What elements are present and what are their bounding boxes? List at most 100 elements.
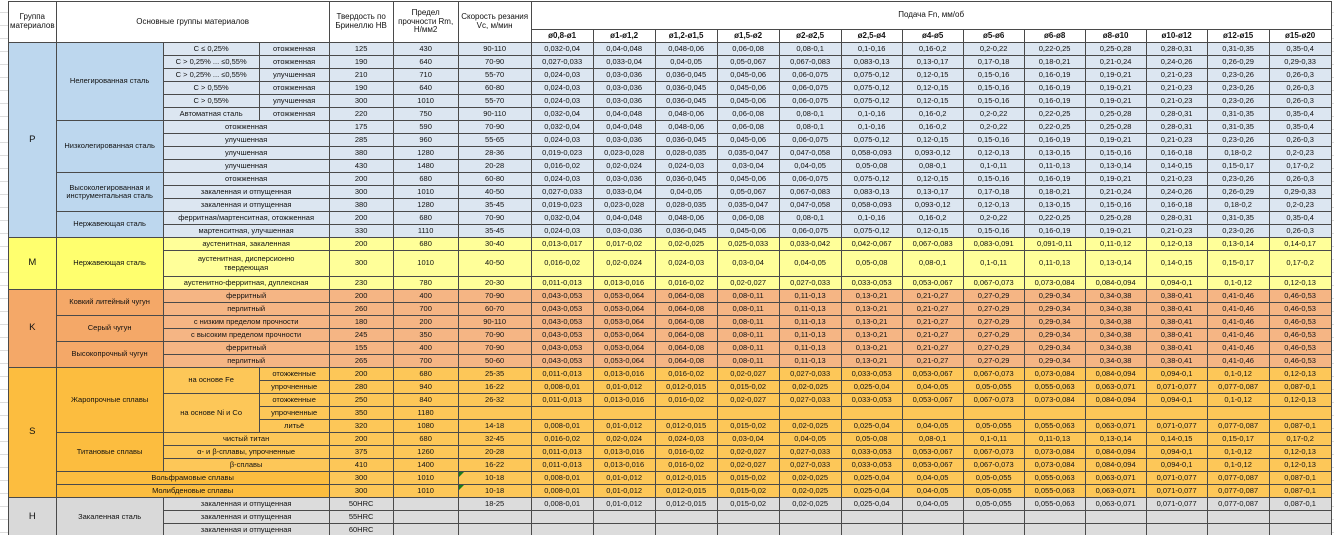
feed-cell[interactable]: 0,03-0,04	[716, 432, 780, 446]
feed-cell[interactable]	[901, 406, 964, 420]
feed-cell[interactable]	[530, 523, 594, 535]
feed-cell[interactable]: 0,1-0,16	[840, 211, 903, 225]
feed-cell[interactable]: 0,048-0,06	[654, 107, 718, 121]
material-state-cell[interactable]: ферритный	[162, 289, 330, 303]
material-state-cell[interactable]: отожженные	[258, 393, 330, 407]
feed-cell[interactable]: 0,1-0,11	[962, 159, 1025, 173]
feed-cell[interactable]: 0,067-0,083	[901, 237, 964, 251]
feed-cell[interactable]	[592, 406, 656, 420]
feed-cell[interactable]: 0,04-0,05	[901, 484, 964, 498]
material-subtype-cell[interactable]: на основе Ni и Co	[162, 393, 260, 433]
feed-cell[interactable]: 0,064-0,08	[654, 328, 718, 342]
feed-cell[interactable]: 0,04-0,048	[592, 107, 656, 121]
feed-cell[interactable]: 0,05-0,055	[962, 497, 1025, 511]
vc-cell[interactable]: 70-90	[457, 289, 532, 303]
feed-cell[interactable]: 0,29-0,34	[1023, 328, 1086, 342]
feed-cell[interactable]	[1145, 510, 1208, 524]
feed-cell[interactable]: 0,46-0,53	[1268, 289, 1332, 303]
feed-cell[interactable]: 0,012-0,015	[654, 471, 718, 485]
feed-cell[interactable]: 0,1-0,16	[840, 107, 903, 121]
material-subtype-cell[interactable]: C > 0,55%	[162, 94, 260, 108]
feed-cell[interactable]: 0,045-0,06	[716, 224, 780, 238]
hb-cell[interactable]: 200	[328, 289, 394, 303]
hb-cell[interactable]: 350	[328, 406, 394, 420]
rm-cell[interactable]: 840	[392, 393, 459, 407]
feed-cell[interactable]: 0,075-0,12	[840, 81, 903, 95]
feed-cell[interactable]: 0,27-0,29	[962, 289, 1025, 303]
feed-cell[interactable]: 0,028-0,035	[654, 146, 718, 160]
feed-cell[interactable]	[1084, 510, 1147, 524]
feed-cell[interactable]: 0,04-0,05	[778, 250, 842, 277]
material-state-cell[interactable]: упрочненные	[258, 406, 330, 420]
feed-cell[interactable]: 0,18-0,21	[1023, 55, 1086, 69]
feed-cell[interactable]: 0,11-0,13	[778, 354, 842, 368]
rm-cell[interactable]: 700	[392, 302, 459, 316]
material-subtype-cell[interactable]: C > 0,25% ... ≤0,55%	[162, 68, 260, 82]
feed-cell[interactable]: 0,027-0,033	[778, 458, 842, 472]
feed-cell[interactable]: 0,08-0,11	[716, 354, 780, 368]
feed-cell[interactable]: 0,06-0,075	[778, 172, 842, 186]
feed-cell[interactable]: 0,023-0,028	[592, 198, 656, 212]
feed-cell[interactable]: 0,27-0,29	[962, 302, 1025, 316]
feed-cell[interactable]: 0,03-0,04	[716, 250, 780, 277]
feed-cell[interactable]: 0,13-0,14	[1206, 237, 1270, 251]
vc-cell[interactable]: 70-90	[457, 341, 532, 355]
feed-cell[interactable]: 0,064-0,08	[654, 341, 718, 355]
feed-cell[interactable]: 0,34-0,38	[1084, 315, 1147, 329]
feed-cell[interactable]: 0,075-0,12	[840, 94, 903, 108]
feed-cell[interactable]: 0,02-0,025	[778, 380, 842, 394]
feed-cell[interactable]: 0,075-0,12	[840, 68, 903, 82]
feed-cell[interactable]: 0,093-0,12	[901, 146, 964, 160]
feed-cell[interactable]: 0,032-0,04	[530, 107, 594, 121]
feed-cell[interactable]: 0,053-0,067	[901, 393, 964, 407]
feed-cell[interactable]: 0,08-0,1	[901, 250, 964, 277]
feed-cell[interactable]: 0,08-0,1	[901, 159, 964, 173]
feed-cell[interactable]: 0,064-0,08	[654, 302, 718, 316]
feed-cell[interactable]: 0,008-0,01	[530, 497, 594, 511]
rm-cell[interactable]: 1280	[392, 198, 459, 212]
feed-cell[interactable]: 0,25-0,28	[1084, 211, 1147, 225]
feed-cell[interactable]: 0,15-0,16	[962, 94, 1025, 108]
rm-cell[interactable]	[392, 523, 459, 535]
feed-cell[interactable]: 0,093-0,12	[901, 198, 964, 212]
feed-cell[interactable]: 0,21-0,23	[1145, 224, 1208, 238]
feed-cell[interactable]: 0,15-0,16	[962, 68, 1025, 82]
diameter-header-cell[interactable]: ø12-ø15	[1206, 29, 1270, 43]
vc-cell[interactable]: 70-90	[457, 328, 532, 342]
feed-cell[interactable]: 0,31-0,35	[1206, 107, 1270, 121]
feed-cell[interactable]: 0,35-0,4	[1268, 42, 1332, 56]
feed-cell[interactable]: 0,016-0,02	[530, 250, 594, 277]
feed-cell[interactable]: 0,38-0,41	[1145, 315, 1208, 329]
feed-cell[interactable]: 0,087-0,1	[1268, 380, 1332, 394]
feed-cell[interactable]: 0,15-0,16	[962, 133, 1025, 147]
feed-cell[interactable]: 0,024-0,03	[530, 133, 594, 147]
material-state-cell[interactable]: аустенитная, закаленная	[162, 237, 330, 251]
feed-cell[interactable]: 0,26-0,3	[1268, 68, 1332, 82]
hb-cell[interactable]: 175	[328, 120, 394, 134]
material-subtype-cell[interactable]: C > 0,55%	[162, 81, 260, 95]
vc-cell[interactable]: 10-18	[457, 484, 532, 498]
vc-cell[interactable]: 28-36	[457, 146, 532, 160]
feed-cell[interactable]: 0,058-0,093	[840, 146, 903, 160]
feed-cell[interactable]	[530, 406, 594, 420]
feed-cell[interactable]: 0,06-0,075	[778, 81, 842, 95]
feed-cell[interactable]: 0,12-0,15	[901, 172, 964, 186]
feed-cell[interactable]: 0,16-0,19	[1023, 172, 1086, 186]
feed-cell[interactable]: 0,21-0,24	[1084, 55, 1147, 69]
feed-cell[interactable]: 0,077-0,087	[1206, 419, 1270, 433]
feed-cell[interactable]: 0,063-0,071	[1084, 497, 1147, 511]
feed-cell[interactable]: 0,047-0,058	[778, 146, 842, 160]
feed-cell[interactable]: 0,17-0,18	[962, 55, 1025, 69]
feed-cell[interactable]: 0,084-0,094	[1084, 445, 1147, 459]
feed-cell[interactable]: 0,26-0,29	[1206, 55, 1270, 69]
feed-cell[interactable]: 0,015-0,02	[716, 471, 780, 485]
vc-cell[interactable]: 16-22	[457, 380, 532, 394]
feed-cell[interactable]: 0,1-0,12	[1206, 276, 1270, 290]
vc-cell[interactable]: 90-110	[457, 315, 532, 329]
header-rm[interactable]: Предел прочности Rm, Н/мм2	[392, 1, 459, 43]
header-group[interactable]: Группа материалов	[8, 1, 57, 43]
feed-cell[interactable]: 0,08-0,1	[778, 107, 842, 121]
feed-cell[interactable]: 0,31-0,35	[1206, 211, 1270, 225]
hb-cell[interactable]: 200	[328, 172, 394, 186]
material-subtype-cell[interactable]: C ≤ 0,25%	[162, 42, 260, 56]
